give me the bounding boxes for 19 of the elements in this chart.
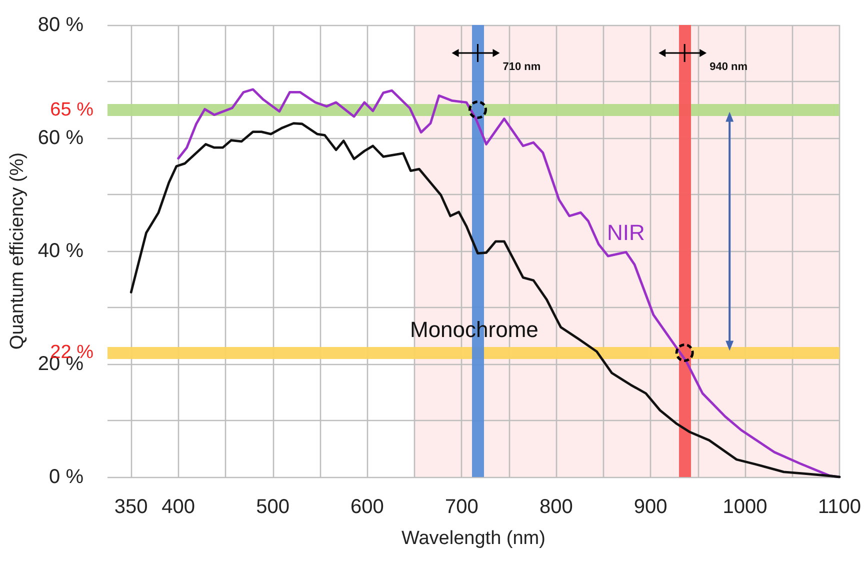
series-label: NIR xyxy=(607,220,645,245)
ref-line-label: 940 nm xyxy=(710,61,748,73)
x-tick-label: 400 xyxy=(162,496,196,518)
y-tick-label: 60 % xyxy=(38,127,84,149)
x-tick-label: 500 xyxy=(256,496,290,518)
x-tick-label: 1100 xyxy=(818,496,862,518)
y-tick-label: 80 % xyxy=(38,14,84,36)
x-axis-title: Wavelength (nm) xyxy=(402,528,546,549)
ref-line-label: 65 % xyxy=(50,99,94,120)
y-tick-label: 40 % xyxy=(38,240,84,262)
ref-line-label: 710 nm xyxy=(502,61,541,73)
x-tick-label: 700 xyxy=(444,496,478,518)
x-tick-label: 600 xyxy=(350,496,384,518)
x-tick-label: 800 xyxy=(539,496,573,518)
y-axis-title: Quantum efficiency (%) xyxy=(7,152,28,350)
x-tick-label: 350 xyxy=(114,496,148,518)
x-tick-label: 900 xyxy=(634,496,668,518)
y-tick-label: 0 % xyxy=(49,466,84,488)
x-tick-label: 1000 xyxy=(722,496,768,518)
